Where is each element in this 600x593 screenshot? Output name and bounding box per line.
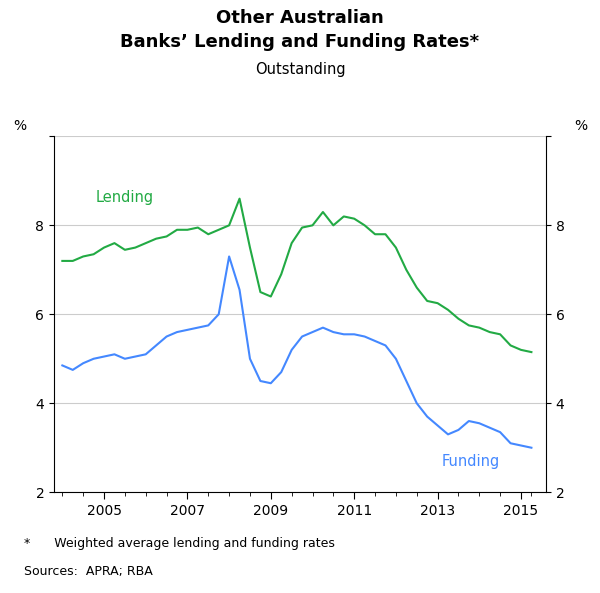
Text: Lending: Lending: [95, 190, 154, 205]
Text: Sources:  APRA; RBA: Sources: APRA; RBA: [24, 565, 153, 578]
Text: Other Australian: Other Australian: [216, 9, 384, 27]
Text: Outstanding: Outstanding: [254, 62, 346, 77]
Text: *      Weighted average lending and funding rates: * Weighted average lending and funding r…: [24, 537, 335, 550]
Text: Banks’ Lending and Funding Rates*: Banks’ Lending and Funding Rates*: [121, 33, 479, 50]
Text: %: %: [13, 119, 26, 133]
Text: %: %: [574, 119, 587, 133]
Text: Funding: Funding: [442, 454, 500, 470]
